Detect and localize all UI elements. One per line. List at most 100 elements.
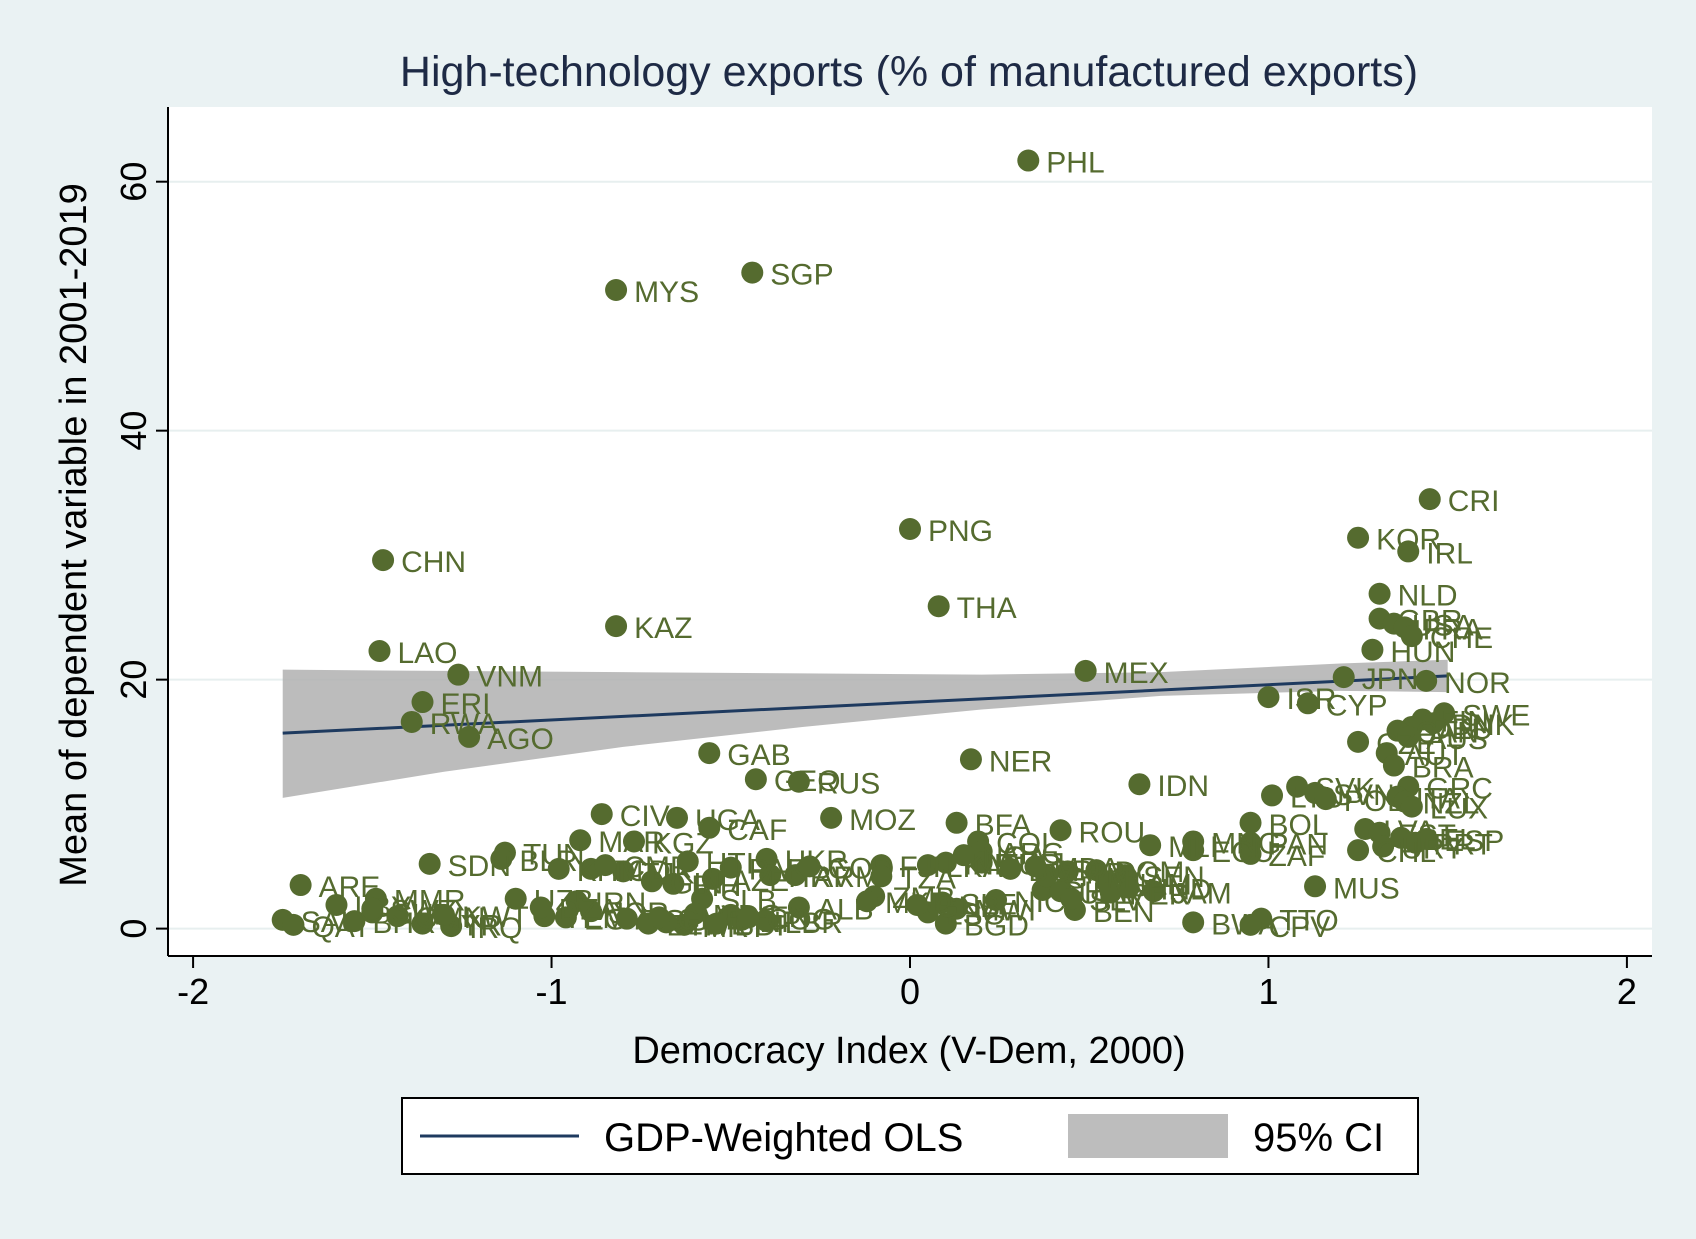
point-label-ago: AGO (487, 723, 554, 756)
data-point-png (899, 518, 921, 541)
point-label-tto: TTO (1279, 905, 1338, 938)
data-point-hrv (759, 864, 782, 887)
point-label-col: COL (996, 827, 1058, 860)
data-point-civ (590, 803, 613, 826)
point-label-gin: GIN (670, 867, 723, 900)
point-label-tza: TZA (899, 862, 956, 895)
fit-line (282, 674, 1448, 735)
point-label-mex: MEX (1104, 657, 1169, 690)
data-point-ecu (1182, 839, 1205, 862)
point-label-aut: AUT (1405, 739, 1465, 772)
point-label-fin: FIN (1441, 705, 1489, 738)
data-point-moz (820, 806, 843, 829)
data-point-hti (676, 850, 699, 873)
data-point-gin (640, 870, 663, 893)
data-point-nic (985, 888, 1008, 911)
data-point-eri (411, 691, 434, 714)
data-point-jpn (1332, 666, 1355, 689)
data-point-pry (1056, 860, 1079, 883)
data-point-cog (737, 906, 760, 929)
legend-fit-line-label: GDP-Weighted OLS (604, 1116, 963, 1160)
point-label-ita: ITA (1415, 783, 1459, 816)
point-label-sgp: SGP (770, 259, 833, 292)
point-label-vnm: VNM (476, 661, 543, 694)
point-label-cri: CRI (1448, 485, 1500, 518)
data-point-irl (1397, 540, 1420, 563)
data-point-khm (547, 857, 570, 880)
x-tick-label: -1 (536, 971, 568, 1012)
point-label-idn: IDN (1157, 770, 1209, 803)
point-label-cog: COG (767, 903, 835, 936)
data-point-isr (1257, 686, 1280, 709)
point-label-zaf: ZAF (1269, 840, 1326, 873)
point-label-dza: DZA (559, 893, 619, 926)
data-point-gnb (906, 893, 929, 916)
point-label-ecu: ECU (1211, 836, 1274, 869)
point-label-pak: PAK (749, 854, 807, 887)
data-point-sgp (741, 261, 764, 284)
data-point-pol (1314, 788, 1337, 811)
point-label-jam: JAM (1172, 877, 1232, 910)
data-point-bfa (945, 811, 968, 834)
data-point-kaz (605, 615, 628, 638)
point-label-deu: DEU (1430, 713, 1493, 746)
point-label-arm: ARM (813, 861, 880, 894)
y-tick-label: 40 (113, 411, 154, 451)
point-label-irl: IRL (1426, 537, 1473, 570)
data-point-lby (325, 893, 348, 916)
point-label-rus: RUS (817, 768, 880, 801)
point-label-cpv: CPV (1269, 911, 1331, 944)
point-label-eri: ERI (441, 688, 491, 721)
data-point-geo (744, 768, 767, 791)
point-label-chl: CHL (1376, 836, 1436, 869)
point-label-civ: CIV (620, 800, 670, 833)
point-label-irq: IRQ (469, 912, 522, 945)
point-label-grc: GRC (1426, 773, 1493, 806)
point-label-ury: URY (1401, 832, 1464, 865)
data-point-mex (1074, 659, 1097, 682)
point-label-dnk: DNK (1451, 709, 1514, 742)
data-point-cpv (1239, 913, 1262, 936)
x-tick-label: 1 (1258, 971, 1278, 1012)
data-point-vnm (447, 663, 470, 686)
point-label-sdn: SDN (448, 850, 511, 883)
point-label-rou: ROU (1079, 816, 1146, 849)
point-label-pan: PAN (1269, 829, 1328, 862)
data-point-lux (1400, 795, 1423, 818)
point-label-gnb: GNB (935, 891, 1000, 924)
data-point-phl (1017, 149, 1040, 172)
point-label-mda: MDA (1053, 852, 1120, 885)
point-label-kaz: KAZ (634, 612, 692, 645)
point-label-mli: MLI (1168, 831, 1218, 864)
point-label-nzl: NZL (1423, 788, 1480, 821)
data-point-chn (372, 549, 395, 572)
legend-ci-label: 95% CI (1253, 1116, 1384, 1160)
data-point-slv (1060, 887, 1083, 910)
data-point-nor (1415, 669, 1438, 692)
point-label-can: CAN (1415, 717, 1478, 750)
point-label-moz: MOZ (849, 804, 916, 837)
data-point-ner (959, 748, 982, 771)
data-point-aus (1397, 725, 1420, 748)
data-point-hun (1361, 638, 1384, 661)
x-tick-label: 0 (900, 971, 920, 1012)
data-point-dza (529, 896, 552, 919)
data-point-che (1400, 625, 1423, 648)
data-point-tgo (615, 907, 638, 930)
point-label-jpn: JPN (1362, 663, 1419, 696)
point-label-tha: THA (957, 592, 1017, 625)
data-point-pak (719, 856, 742, 879)
chart-title: High-technology exports (% of manufactur… (400, 48, 1418, 96)
data-point-tjk (612, 860, 635, 883)
data-point-tha (927, 595, 950, 618)
data-point-syr (411, 912, 434, 935)
data-point-bih (662, 872, 685, 895)
data-point-rou (1049, 819, 1072, 842)
data-point-bol (1239, 811, 1262, 834)
data-point-jam (1142, 880, 1165, 903)
legend: GDP-Weighted OLS 95% CI (401, 1097, 1419, 1175)
point-label-ner: NER (989, 745, 1052, 778)
data-point-lka (916, 854, 939, 877)
